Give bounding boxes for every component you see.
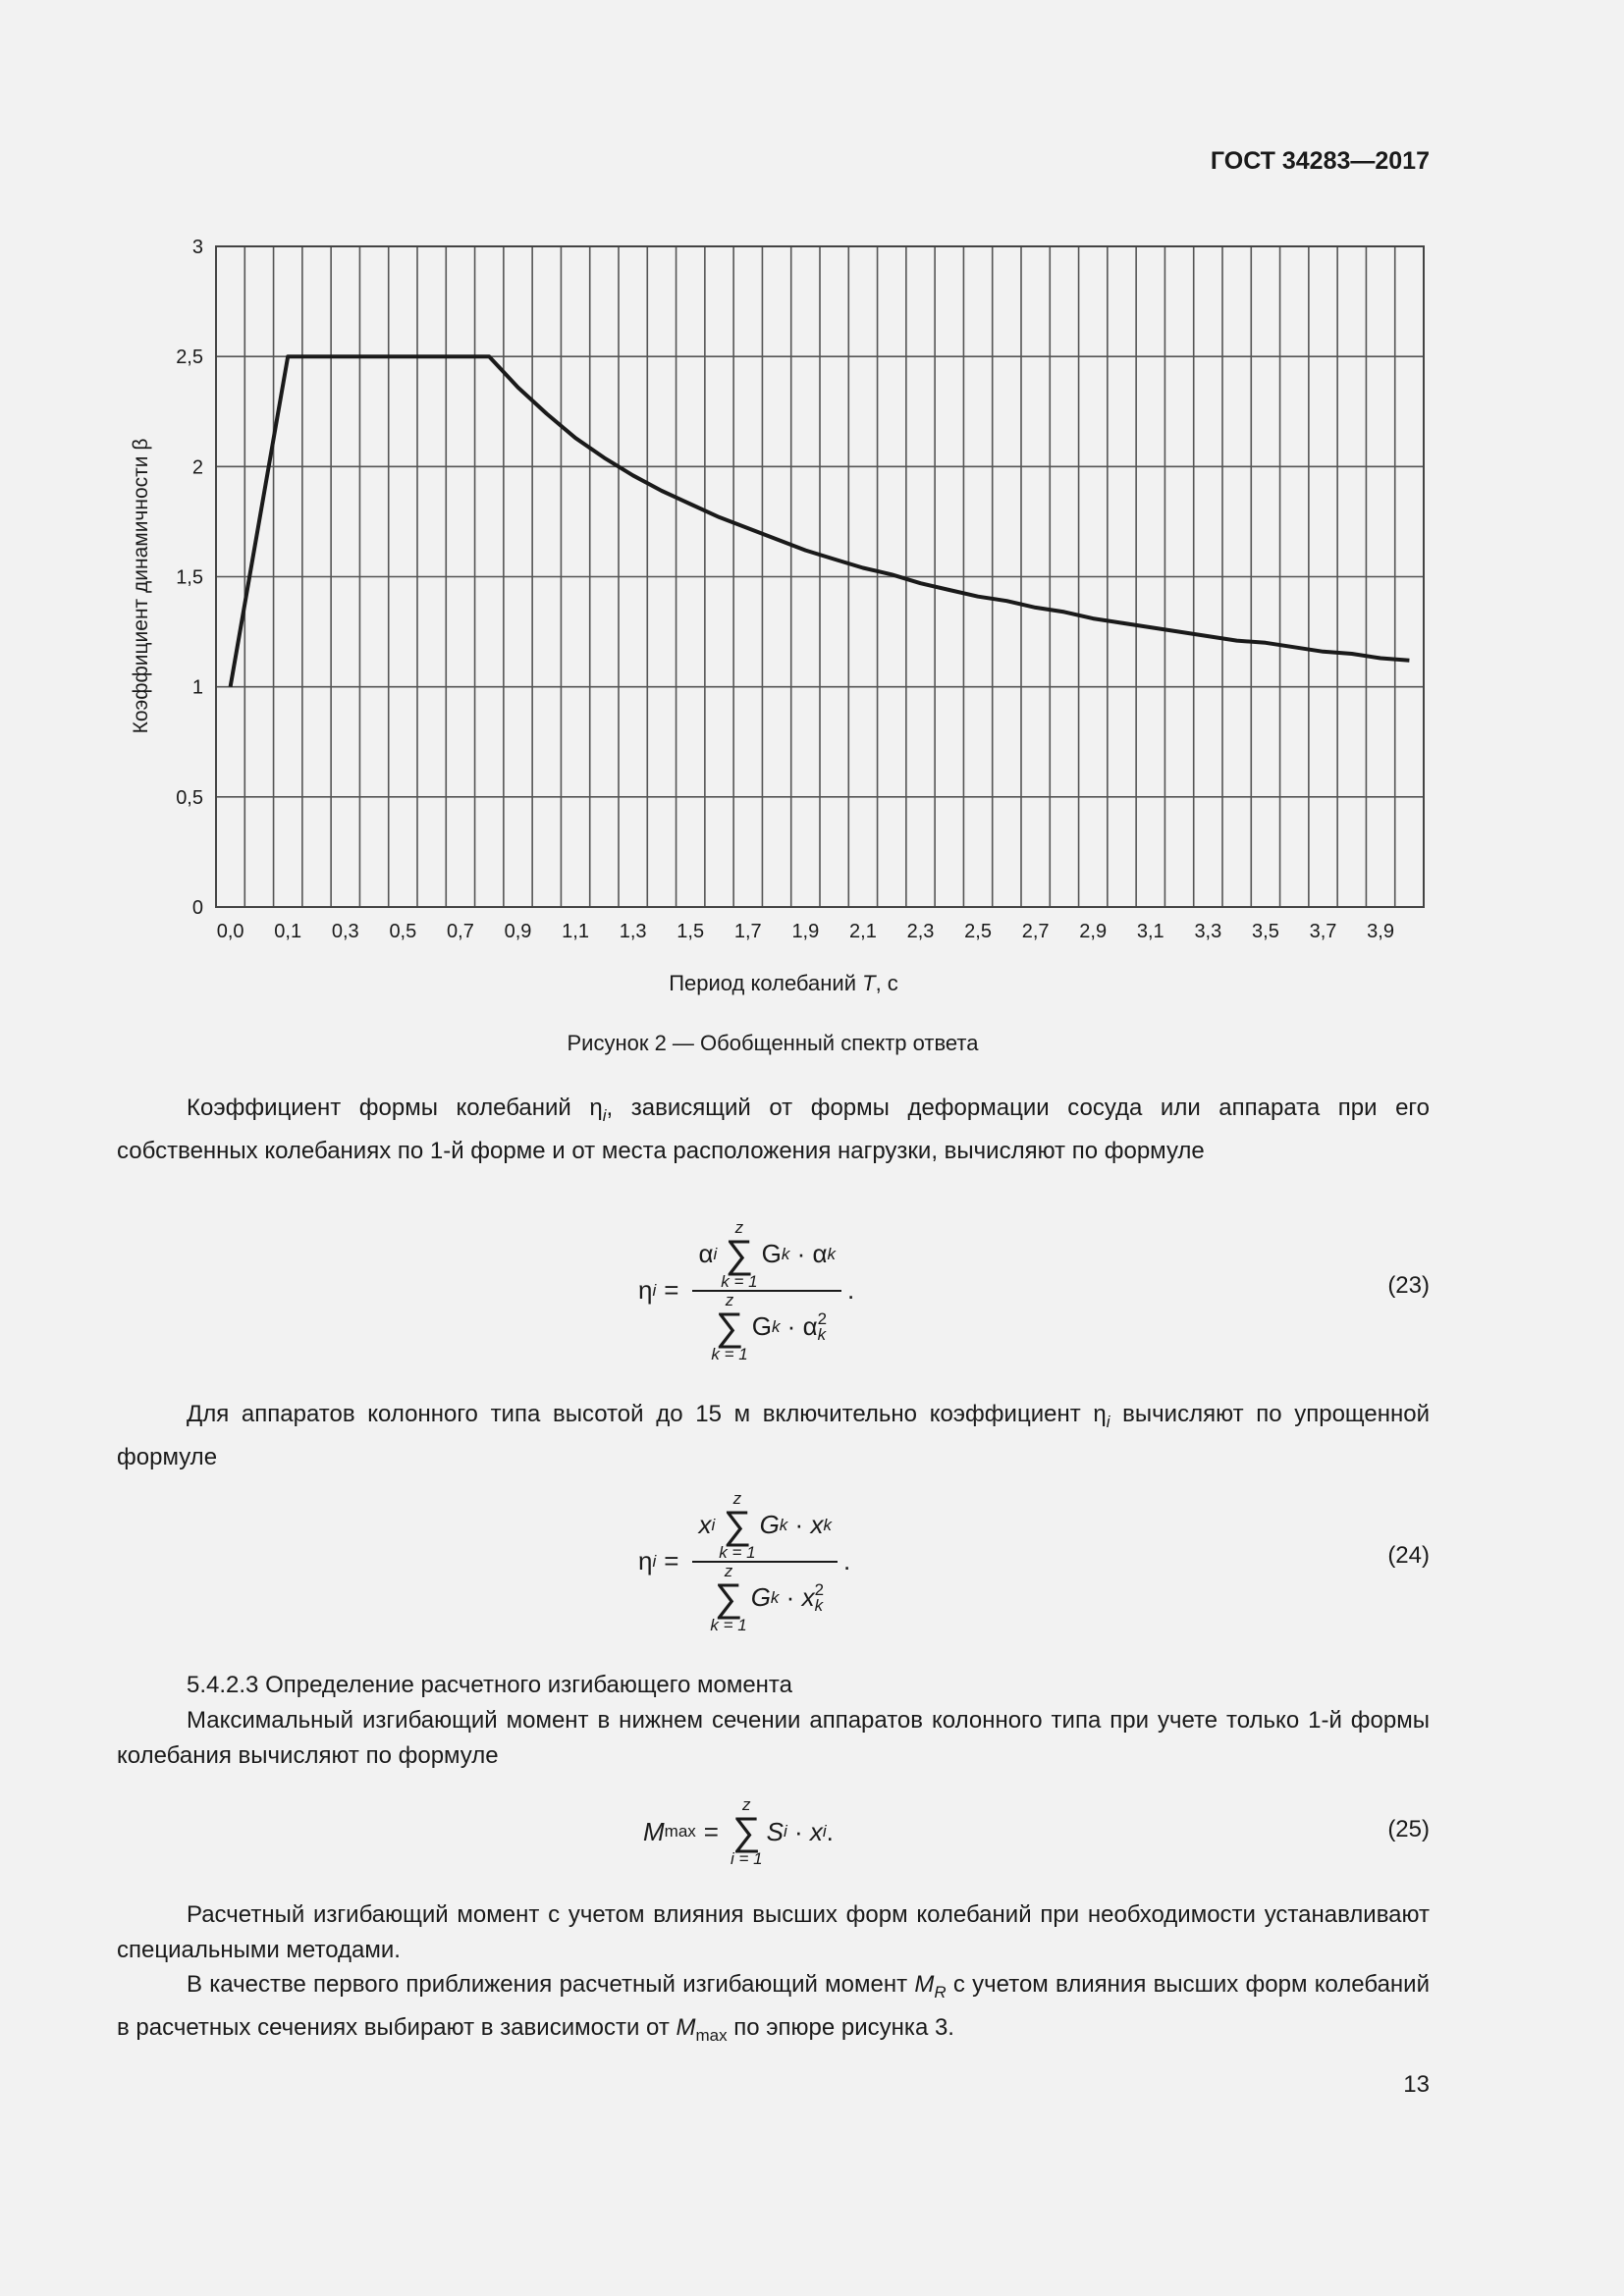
x-tick-label: 0,5 xyxy=(389,921,416,942)
y-tick-labels: 0 0,5 1 1,5 2 2,5 3 xyxy=(176,237,203,919)
paragraph-column-apparatus: Для аппаратов колонного типа высотой до … xyxy=(117,1401,1431,1470)
y-tick-label: 0,5 xyxy=(176,787,203,809)
x-tick-label: 3,7 xyxy=(1310,921,1337,942)
fraction-bar xyxy=(692,1560,838,1563)
y-axis-label: Коэффициент динамичности β xyxy=(130,439,152,734)
paragraph-first-approximation: В качестве первого приближения расчетный… xyxy=(117,1971,1430,2045)
equation-number-25: (25) xyxy=(1387,1816,1430,1842)
x-tick-label: 2,7 xyxy=(1022,921,1050,942)
x-tick-label: 1,9 xyxy=(791,921,819,942)
x-tick-label: 3,1 xyxy=(1137,921,1164,942)
equation-number-23: (23) xyxy=(1387,1272,1430,1299)
section-heading-5-4-2-3: 5.4.2.3 Определение расчетного изгибающе… xyxy=(187,1672,792,1698)
x-tick-label: 1,3 xyxy=(620,921,647,942)
y-tick-label: 1,5 xyxy=(176,567,203,589)
x-tick-label: 1,1 xyxy=(562,921,589,942)
x-tick-label: 0,7 xyxy=(447,921,474,942)
paragraph-shape-coefficient: Коэффициент формы колебаний ηi, зависящи… xyxy=(117,1095,1430,1164)
paragraph-max-moment: Максимальный изгибающий момент в нижнем … xyxy=(117,1707,1430,1769)
x-tick-label: 1,7 xyxy=(734,921,762,942)
y-tick-label: 2,5 xyxy=(176,347,203,368)
document-header: ГОСТ 34283—2017 xyxy=(1210,147,1430,175)
y-tick-label: 1 xyxy=(192,677,203,699)
page-number: 13 xyxy=(1403,2071,1430,2098)
y-tick-label: 3 xyxy=(192,237,203,258)
x-tick-label: 2,9 xyxy=(1079,921,1107,942)
x-tick-label: 0,0 xyxy=(217,921,244,942)
x-tick-label: 0,9 xyxy=(505,921,532,942)
series-line-beta xyxy=(228,354,1410,688)
x-axis-label: Период колебаний T, с xyxy=(669,971,898,995)
x-tick-labels: 0,0 0,1 0,3 0,5 0,7 0,9 1,1 1,3 1,5 1,7 1,9 2,1 2,3 2… xyxy=(217,921,1394,942)
x-tick-label: 1,5 xyxy=(677,921,704,942)
x-tick-label: 2,3 xyxy=(907,921,935,942)
plot-frame xyxy=(215,245,1425,908)
paragraph-design-moment: Расчетный изгибающий момент с учетом вли… xyxy=(117,1901,1430,1963)
y-tick-label: 2 xyxy=(192,456,203,478)
x-tick-label: 3,9 xyxy=(1367,921,1394,942)
x-tick-label: 0,3 xyxy=(332,921,359,942)
fraction-bar xyxy=(692,1289,841,1292)
x-tick-label: 2,5 xyxy=(964,921,992,942)
chart-grid xyxy=(215,245,1425,908)
response-spectrum-chart: 0 0,5 1 1,5 2 2,5 3 0,0 0,1 0,3 0,5 0,7 0,9 1,1 1,3 1,… xyxy=(130,237,1425,1055)
x-tick-label: 3,5 xyxy=(1252,921,1279,942)
x-tick-label: 2,1 xyxy=(849,921,877,942)
equation-number-24: (24) xyxy=(1387,1542,1430,1569)
y-tick-label: 0 xyxy=(192,897,203,919)
x-tick-label: 3,3 xyxy=(1194,921,1221,942)
x-tick-label: 0,1 xyxy=(274,921,301,942)
figure-caption: Рисунок 2 — Обобщенный спектр ответа xyxy=(568,1031,980,1055)
